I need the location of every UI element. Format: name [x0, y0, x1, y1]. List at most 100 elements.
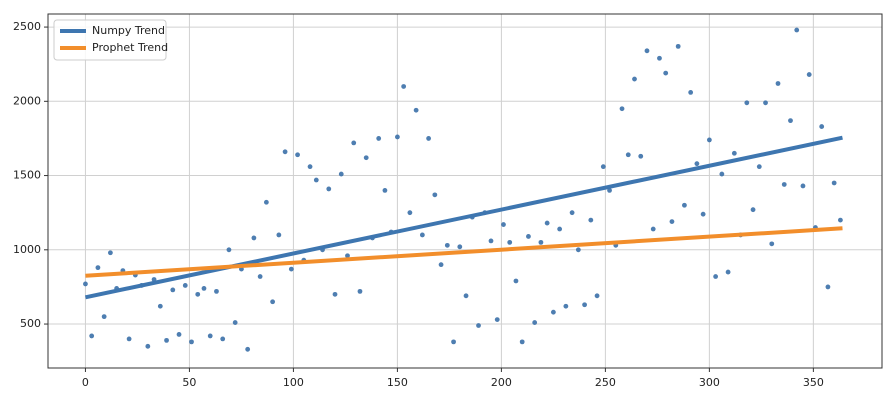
- data-point: [189, 339, 194, 345]
- data-point: [214, 288, 219, 294]
- data-point: [769, 241, 775, 247]
- data-point: [638, 153, 644, 159]
- data-point: [126, 336, 132, 342]
- data-point: [526, 234, 531, 239]
- data-point: [725, 269, 731, 275]
- y-tick-label: 500: [20, 317, 41, 330]
- data-point: [182, 283, 188, 288]
- data-point: [326, 186, 332, 192]
- data-point: [513, 278, 519, 284]
- data-point: [251, 235, 257, 241]
- data-point: [838, 217, 843, 223]
- data-point: [145, 343, 151, 349]
- data-point: [750, 207, 756, 213]
- data-point: [675, 43, 681, 49]
- data-point: [257, 274, 263, 279]
- data-point: [313, 177, 319, 183]
- data-point: [663, 70, 669, 76]
- data-point: [476, 323, 481, 328]
- data-point: [107, 250, 113, 256]
- data-point: [744, 100, 750, 106]
- data-point: [550, 309, 556, 315]
- legend: Numpy Trend Prophet Trend: [53, 19, 168, 61]
- data-point: [563, 303, 569, 309]
- y-tick-label: 2500: [13, 20, 41, 33]
- data-point: [763, 100, 768, 106]
- data-point: [195, 291, 201, 297]
- data-point: [619, 106, 625, 112]
- x-tick-label: 300: [699, 376, 720, 389]
- data-point: [332, 291, 338, 297]
- data-point: [170, 287, 176, 293]
- x-tick-label: 250: [595, 376, 616, 389]
- x-tick-label: 100: [283, 376, 304, 389]
- data-point: [101, 314, 107, 320]
- legend-label: Numpy Trend: [92, 24, 165, 37]
- trend-line: [85, 226, 843, 278]
- trend-line: [85, 135, 843, 300]
- data-point: [307, 164, 313, 170]
- data-point: [338, 171, 344, 177]
- x-tick-label: 50: [182, 376, 196, 389]
- data-point: [501, 222, 506, 227]
- data-point: [706, 137, 712, 143]
- x-tick-label: 0: [82, 376, 89, 389]
- data-point: [719, 171, 725, 177]
- data-point: [95, 265, 101, 271]
- data-point: [557, 226, 563, 232]
- data-point: [419, 232, 425, 238]
- data-point: [395, 134, 400, 140]
- data-point: [582, 302, 587, 308]
- data-point: [569, 210, 575, 216]
- data-point: [413, 107, 419, 113]
- data-point: [538, 239, 544, 245]
- data-point: [376, 136, 382, 141]
- data-point: [544, 220, 550, 226]
- data-point: [407, 210, 413, 216]
- data-point: [819, 124, 825, 129]
- data-point: [232, 320, 238, 325]
- data-point: [494, 317, 500, 322]
- data-point: [756, 164, 762, 170]
- data-point: [650, 226, 656, 232]
- data-point: [220, 336, 226, 342]
- data-point: [600, 164, 606, 170]
- plot-frame: [47, 13, 883, 369]
- data-point: [351, 140, 357, 146]
- data-point: [276, 232, 282, 238]
- data-point: [825, 284, 831, 290]
- data-point: [781, 182, 787, 187]
- data-point: [432, 192, 438, 198]
- x-tick-label: 150: [387, 376, 408, 389]
- data-point: [157, 303, 163, 309]
- data-point: [382, 188, 388, 193]
- data-point: [207, 333, 213, 339]
- data-point: [713, 274, 719, 279]
- data-point: [669, 219, 675, 224]
- data-point: [800, 183, 806, 189]
- x-tick-label: 350: [803, 376, 824, 389]
- data-point: [83, 281, 88, 287]
- data-point: [806, 72, 812, 77]
- y-tick-label: 1500: [13, 169, 41, 182]
- data-point: [644, 48, 650, 54]
- data-point: [295, 152, 300, 158]
- x-tick-label: 200: [491, 376, 512, 389]
- data-point: [426, 136, 432, 141]
- data-point: [176, 332, 182, 337]
- data-point: [89, 333, 95, 339]
- legend-label: Prophet Trend: [92, 41, 168, 54]
- data-point: [357, 288, 363, 294]
- data-point: [688, 90, 694, 95]
- y-tick-label: 1000: [13, 243, 41, 256]
- data-point: [451, 339, 456, 345]
- data-point: [288, 266, 294, 272]
- data-point: [794, 27, 800, 33]
- data-point: [488, 238, 494, 244]
- data-point: [226, 247, 232, 253]
- data-point: [594, 293, 600, 299]
- data-point: [438, 262, 444, 268]
- data-point: [731, 150, 737, 156]
- data-point: [463, 293, 469, 299]
